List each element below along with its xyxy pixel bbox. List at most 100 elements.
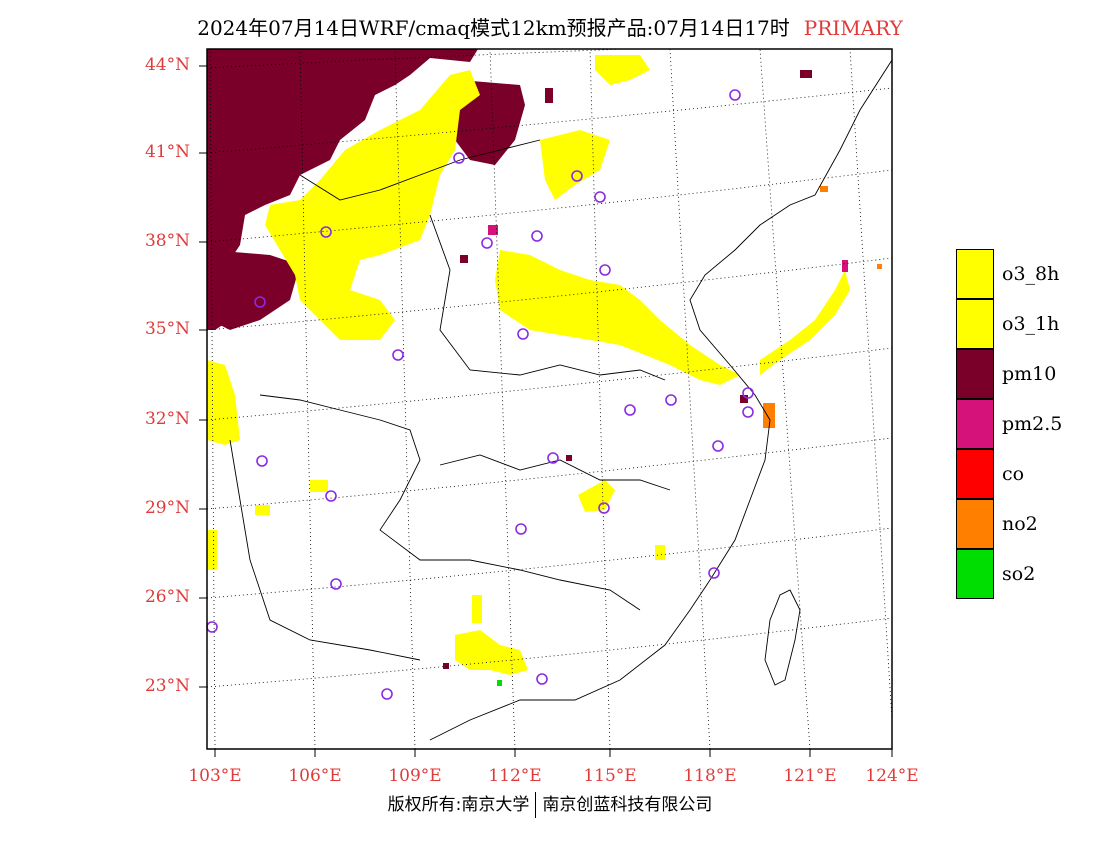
station-marker bbox=[729, 89, 741, 101]
lon-label-124e: 124°E bbox=[865, 766, 919, 786]
lat-label-29n: 29°N bbox=[144, 498, 190, 518]
pollutant-layer bbox=[207, 49, 882, 686]
meridian-115e bbox=[589, 49, 611, 749]
o3-region-northchina-plain bbox=[495, 250, 740, 385]
parallel-29n bbox=[207, 437, 892, 510]
legend-swatch bbox=[956, 399, 994, 449]
station-marker bbox=[599, 264, 611, 276]
graticule bbox=[207, 49, 892, 749]
no2-spot-shanghai bbox=[763, 403, 775, 428]
station-marker bbox=[742, 387, 754, 399]
pm10-spot-3 bbox=[740, 395, 748, 403]
station-marker bbox=[517, 328, 529, 340]
boundary-6 bbox=[229, 439, 421, 661]
station-marker bbox=[547, 452, 559, 464]
o3-patch-5 bbox=[472, 595, 482, 623]
lon-label-121e: 121°E bbox=[783, 766, 837, 786]
parallel-26n bbox=[207, 527, 892, 599]
station-marker bbox=[381, 688, 393, 700]
stations bbox=[206, 89, 754, 700]
boundary-1 bbox=[299, 139, 541, 201]
pm10-region-northwest bbox=[207, 49, 478, 330]
pm10-spot-6 bbox=[800, 70, 812, 78]
pm10-spot-1 bbox=[545, 88, 553, 103]
o3-patch-3 bbox=[207, 530, 217, 570]
lon-label-112e: 112°E bbox=[488, 766, 542, 786]
o3-patch-2 bbox=[310, 480, 328, 492]
title-text: 2024年07月14日WRF/cmaq模式12km预报产品:07月14日17时 bbox=[197, 16, 790, 40]
station-marker bbox=[598, 502, 610, 514]
meridian-124e bbox=[849, 49, 892, 721]
copyright-footer: 版权所有:南京大学 南京创蓝科技有限公司 bbox=[0, 790, 1100, 818]
o3-region-sichuan bbox=[207, 360, 240, 445]
meridian-112e bbox=[489, 49, 516, 749]
footer-separator bbox=[535, 792, 537, 818]
meridian-121e bbox=[759, 49, 811, 749]
pm10-spot-2 bbox=[460, 255, 468, 263]
o3-region-inner-mongolia bbox=[595, 55, 650, 85]
lat-label-38n: 38°N bbox=[144, 231, 190, 251]
legend-label: no2 bbox=[1002, 513, 1038, 535]
station-marker bbox=[665, 394, 677, 406]
boundary-5 bbox=[379, 529, 641, 611]
legend-swatch bbox=[956, 349, 994, 399]
meridian-118e bbox=[669, 49, 711, 749]
parallel-23n bbox=[207, 617, 892, 688]
lon-label-115e: 115°E bbox=[583, 766, 637, 786]
no2-spot-liaoning bbox=[820, 186, 828, 192]
legend-swatch bbox=[956, 249, 994, 299]
station-marker bbox=[594, 191, 606, 203]
station-marker bbox=[392, 349, 404, 361]
pm10-region-gansu bbox=[210, 250, 300, 330]
pm25-spot-1 bbox=[488, 225, 498, 235]
lat-label-26n: 26°N bbox=[144, 587, 190, 607]
legend-label: o3_1h bbox=[1002, 313, 1060, 335]
station-marker bbox=[320, 226, 332, 238]
legend-label: o3_8h bbox=[1002, 263, 1060, 285]
legend-swatch bbox=[956, 449, 994, 499]
pm25-spot-2 bbox=[842, 260, 848, 272]
parallel-32n bbox=[207, 347, 892, 421]
o3-region-shandong-coast bbox=[760, 270, 850, 375]
legend-swatch bbox=[956, 549, 994, 599]
station-marker bbox=[515, 523, 527, 535]
meridian-106e bbox=[299, 49, 316, 749]
station-marker bbox=[256, 455, 268, 467]
legend-swatch bbox=[956, 499, 994, 549]
station-marker bbox=[325, 490, 337, 502]
pm10-spot-5 bbox=[443, 663, 449, 669]
lon-label-106e: 106°E bbox=[288, 766, 342, 786]
boundary-4 bbox=[439, 454, 671, 491]
legend-swatch bbox=[956, 299, 994, 349]
pm10-spot-4 bbox=[566, 455, 572, 461]
o3-region-guangxi bbox=[455, 630, 528, 675]
primary-tag: PRIMARY bbox=[803, 16, 903, 40]
lat-label-35n: 35°N bbox=[144, 319, 190, 339]
station-marker bbox=[708, 567, 720, 579]
station-marker bbox=[481, 237, 493, 249]
station-marker bbox=[330, 578, 342, 590]
boundary-taiwan bbox=[764, 589, 801, 686]
o3-patch-1 bbox=[255, 505, 270, 515]
coastline bbox=[429, 59, 892, 741]
lat-label-41n: 41°N bbox=[144, 142, 190, 162]
lat-label-23n: 23°N bbox=[144, 676, 190, 696]
boundary-2 bbox=[429, 214, 666, 381]
station-marker bbox=[206, 621, 218, 633]
lat-label-44n: 44°N bbox=[144, 55, 190, 75]
legend-label: pm10 bbox=[1002, 363, 1057, 385]
so2-spot-1 bbox=[497, 680, 502, 686]
lat-label-32n: 32°N bbox=[144, 409, 190, 429]
legend-label: co bbox=[1002, 463, 1025, 485]
lon-label-118e: 118°E bbox=[683, 766, 737, 786]
parallel-35n bbox=[207, 257, 892, 331]
no2-spot-2 bbox=[877, 264, 882, 269]
lon-label-109e: 109°E bbox=[388, 766, 442, 786]
parallel-38n bbox=[207, 169, 892, 243]
legend-label: so2 bbox=[1002, 563, 1036, 585]
copyright-right: 南京创蓝科技有限公司 bbox=[542, 795, 713, 815]
station-marker bbox=[536, 673, 548, 685]
parallel-41n bbox=[207, 87, 892, 154]
station-marker bbox=[453, 152, 465, 164]
lon-label-103e: 103°E bbox=[188, 766, 242, 786]
